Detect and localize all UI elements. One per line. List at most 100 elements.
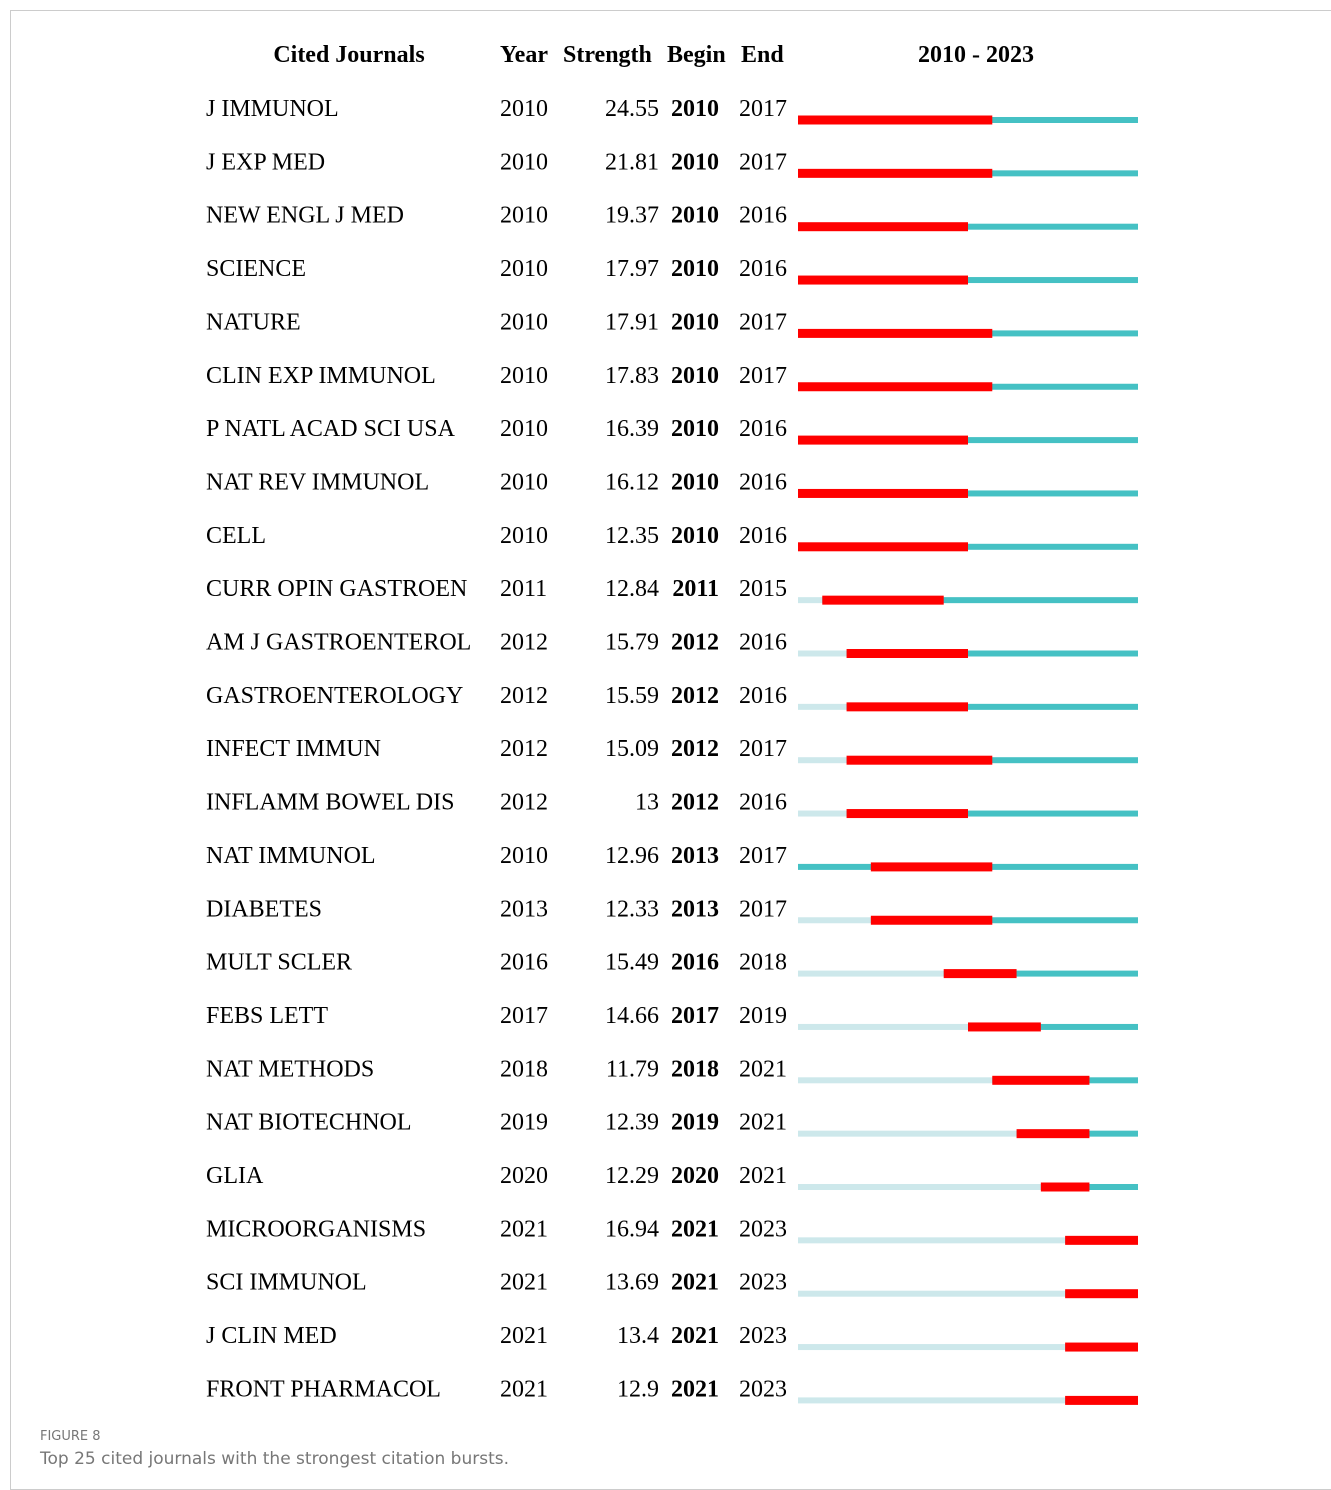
burst-bar	[1065, 1395, 1138, 1405]
journal: NAT IMMUNOL	[206, 843, 376, 869]
active-bar	[968, 1023, 1138, 1030]
burst-bar	[798, 435, 968, 445]
end: 2016	[739, 203, 787, 229]
end: 2017	[739, 309, 787, 335]
begin: 2012	[671, 630, 719, 656]
strength: 12.39	[605, 1110, 659, 1136]
pre-year-bar	[798, 1130, 1017, 1137]
year: 2012	[500, 683, 548, 709]
header: Cited Journals	[273, 42, 424, 68]
burst-bar	[798, 382, 993, 392]
pre-year-bar	[798, 1077, 993, 1084]
year: 2010	[500, 96, 548, 122]
burst-bar	[798, 115, 993, 125]
active-bar	[846, 810, 1138, 817]
journal: INFLAMM BOWEL DIS	[206, 790, 454, 816]
strength: 21.81	[605, 149, 659, 175]
strength: 13.69	[605, 1270, 659, 1296]
burst-bar	[992, 1075, 1090, 1085]
strength: 12.33	[605, 896, 659, 922]
strength: 17.97	[605, 256, 659, 282]
year: 2021	[500, 1376, 548, 1402]
end: 2015	[739, 576, 787, 602]
end: 2021	[739, 1056, 787, 1082]
end: 2016	[739, 469, 787, 495]
journal: MICROORGANISMS	[206, 1216, 426, 1242]
active-bar	[943, 970, 1138, 977]
burst-bar	[846, 755, 993, 765]
burst-bar	[798, 542, 968, 552]
burst-bar	[1065, 1235, 1138, 1245]
journal: GLIA	[206, 1163, 264, 1189]
begin: 2021	[671, 1270, 719, 1296]
header: Year	[500, 42, 548, 68]
year: 2016	[500, 950, 548, 976]
journal: NAT REV IMMUNOL	[206, 469, 429, 495]
end: 2019	[739, 1003, 787, 1029]
journal: NATURE	[206, 309, 301, 335]
end: 2016	[739, 790, 787, 816]
begin: 2018	[671, 1056, 719, 1082]
end: 2017	[739, 736, 787, 762]
strength: 15.49	[605, 950, 659, 976]
burst-bar	[822, 595, 944, 605]
pre-year-bar	[798, 703, 847, 710]
strength: 12.96	[605, 843, 659, 869]
journal: J CLIN MED	[206, 1323, 337, 1349]
begin: 2017	[671, 1003, 719, 1029]
journal: NEW ENGL J MED	[206, 203, 404, 229]
pre-year-bar	[798, 597, 823, 604]
journal: FRONT PHARMACOL	[206, 1376, 441, 1402]
strength: 17.91	[605, 309, 659, 335]
begin: 2010	[671, 416, 719, 442]
journal: FEBS LETT	[206, 1003, 328, 1029]
burst-bar	[846, 702, 968, 712]
end: 2023	[739, 1270, 787, 1296]
end: 2023	[739, 1323, 787, 1349]
header: 2010 - 2023	[918, 42, 1034, 68]
end: 2016	[739, 256, 787, 282]
year: 2010	[500, 363, 548, 389]
strength: 19.37	[605, 203, 659, 229]
pre-year-bar	[798, 970, 944, 977]
begin: 2010	[671, 149, 719, 175]
begin: 2010	[671, 256, 719, 282]
begin: 2016	[671, 950, 719, 976]
journal: SCI IMMUNOL	[206, 1270, 367, 1296]
year: 2017	[500, 1003, 548, 1029]
begin: 2019	[671, 1110, 719, 1136]
year: 2013	[500, 896, 548, 922]
strength: 15.09	[605, 736, 659, 762]
strength: 13	[635, 790, 659, 816]
year: 2010	[500, 416, 548, 442]
header: End	[741, 42, 784, 68]
active-bar	[870, 917, 1138, 924]
journal: J EXP MED	[206, 149, 325, 175]
strength: 16.12	[605, 469, 659, 495]
year: 2010	[500, 523, 548, 549]
pre-year-bar	[798, 1290, 1066, 1297]
journal: NAT METHODS	[206, 1056, 374, 1082]
begin: 2021	[671, 1323, 719, 1349]
begin: 2012	[671, 790, 719, 816]
strength: 12.35	[605, 523, 659, 549]
pre-year-bar	[798, 1184, 1041, 1190]
burst-bar	[798, 328, 993, 338]
begin: 2010	[671, 203, 719, 229]
begin: 2020	[671, 1163, 719, 1189]
pre-year-bar	[798, 917, 871, 924]
strength: 16.94	[605, 1216, 659, 1242]
year: 2010	[500, 309, 548, 335]
journal: CLIN EXP IMMUNOL	[206, 363, 436, 389]
begin: 2010	[671, 363, 719, 389]
burst-bar	[798, 488, 968, 498]
burst-bar	[1040, 1182, 1090, 1192]
burst-bar	[798, 222, 968, 232]
year: 2012	[500, 790, 548, 816]
pre-year-bar	[798, 1023, 968, 1030]
burst-bar	[870, 862, 993, 872]
burst-bar	[943, 969, 1017, 979]
burst-bar	[1016, 1129, 1090, 1139]
burst-bar	[798, 168, 993, 178]
begin: 2021	[671, 1376, 719, 1402]
